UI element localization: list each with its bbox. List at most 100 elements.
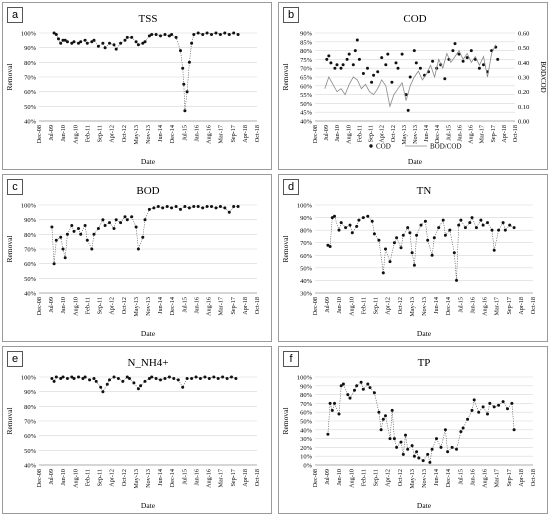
data-point [59, 41, 63, 45]
data-point [123, 215, 127, 219]
y-tick-label: 70% [300, 240, 313, 247]
x-tick-label: Dec-14 [169, 297, 176, 315]
data-point [384, 414, 387, 418]
data-point [114, 218, 118, 222]
data-point [88, 378, 92, 382]
x-tick-label: Nov-13 [421, 297, 428, 316]
data-point [92, 377, 96, 380]
y-tick-label: 10% [300, 454, 313, 461]
data-point [152, 206, 156, 210]
x-tick-label: Dec-08 [312, 125, 319, 143]
y-tick-label: 0% [303, 463, 312, 470]
data-point [119, 41, 123, 45]
data-point [394, 61, 398, 65]
y-tick-label: 100% [21, 31, 37, 38]
y-tick-label: 90% [300, 31, 313, 38]
data-point [61, 375, 65, 379]
data-point [430, 253, 434, 257]
data-point [101, 41, 105, 45]
data-point [181, 385, 185, 389]
data-point [415, 233, 419, 237]
data-point [114, 47, 118, 51]
y-tick-label: 90% [300, 215, 313, 222]
data-point [384, 247, 387, 251]
y-tick-label: 50% [300, 101, 313, 108]
x-tick-label: May-13 [133, 125, 140, 145]
x-tick-label: May-13 [409, 469, 416, 489]
data-point [159, 34, 162, 38]
data-point [147, 34, 151, 38]
data-point [497, 403, 501, 407]
x-axis-label: Date [417, 329, 432, 338]
data-point [461, 59, 465, 63]
data-point [92, 38, 96, 42]
data-point [141, 235, 145, 239]
data-point [396, 66, 400, 70]
x-tick-label: Aug-10 [72, 125, 79, 144]
y-tick-label: 80% [24, 404, 37, 411]
data-point [510, 401, 514, 405]
data-point [77, 227, 80, 230]
x-tick-label: Sep-11 [97, 469, 104, 486]
data-point [404, 433, 407, 437]
x-tick-label: Jan-16 [469, 469, 476, 486]
data-point [339, 221, 343, 225]
x-tick-label: Jan-16 [193, 125, 200, 142]
x-tick-label: Sep-17 [506, 297, 513, 315]
x-tick-label: Mar-17 [494, 297, 501, 315]
x-tick-label: Jan-10 [334, 125, 341, 142]
data-point [123, 38, 127, 42]
data-point [390, 80, 394, 84]
data-point [410, 251, 414, 255]
data-point [92, 232, 96, 236]
x-tick-label: Jul-09 [48, 297, 55, 312]
data-point [353, 49, 357, 53]
data-point [465, 56, 469, 60]
y-tick-label: 55% [300, 92, 313, 99]
data-point [477, 66, 481, 70]
data-point [474, 226, 478, 230]
y-tick-label: 75% [300, 57, 313, 64]
y-axis-label: Removal [281, 407, 290, 434]
panel-label-f: f [283, 351, 299, 367]
y2-axis-label: BOD/COD [539, 61, 547, 93]
chart-title: COD [403, 13, 426, 25]
data-point [472, 398, 476, 402]
data-point [150, 375, 154, 379]
data-point [136, 247, 140, 251]
x-tick-label: Apr-12 [109, 297, 116, 315]
data-point [406, 447, 410, 451]
data-point [406, 226, 410, 230]
x-tick-label: Aug-10 [348, 469, 355, 488]
data-point [479, 218, 483, 222]
legend-label-bod-cod: BOD/COD [430, 143, 462, 151]
data-point [388, 260, 392, 264]
data-point [370, 80, 374, 84]
x-axis-label: Date [141, 157, 156, 166]
x-tick-label: Jul-09 [48, 125, 55, 140]
y-tick-label: 50% [24, 276, 37, 283]
data-point [327, 54, 331, 58]
data-point [497, 228, 501, 232]
data-point [481, 405, 485, 409]
data-point [205, 205, 209, 208]
x-tick-label: Jun-14 [433, 469, 440, 486]
data-point [353, 388, 356, 392]
x-tick-label: Jan-16 [456, 125, 463, 142]
x-tick-label: May-13 [401, 125, 408, 145]
legend-marker-cod [369, 144, 373, 148]
data-point [94, 379, 98, 383]
data-point [210, 33, 213, 36]
data-point [77, 375, 80, 379]
x-tick-label: Oct-12 [397, 469, 404, 486]
series-line-bod-cod [324, 44, 497, 108]
data-point [408, 75, 412, 79]
y-axis-label: Removal [281, 235, 290, 262]
y-tick-label: 60% [300, 410, 313, 417]
y2-tick-label: 0.60 [518, 31, 529, 38]
data-point [223, 206, 227, 210]
data-point [59, 377, 63, 380]
data-point [161, 206, 165, 210]
data-point [372, 391, 376, 395]
data-point [376, 70, 380, 74]
